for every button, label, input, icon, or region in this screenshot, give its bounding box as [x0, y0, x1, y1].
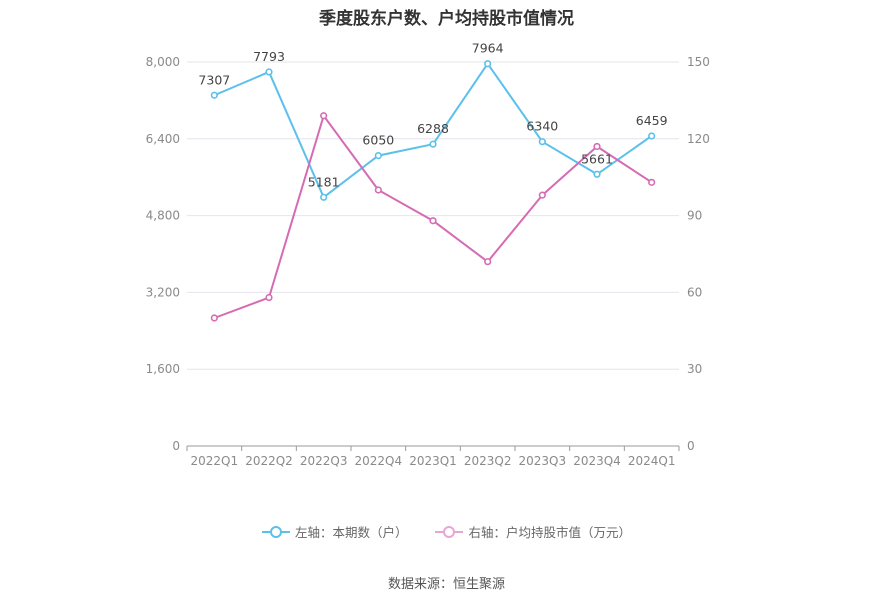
left-axis-tick-label: 8,000 [146, 55, 180, 69]
left-axis-tick-label: 6,400 [146, 132, 180, 146]
left-series-point [429, 140, 437, 148]
x-axis-tick-label: 2022Q3 [300, 454, 348, 468]
data-label: 6050 [362, 133, 394, 148]
data-label: 6288 [417, 121, 449, 136]
x-axis-tick-label: 2022Q2 [245, 454, 293, 468]
x-axis-tick-label: 2023Q2 [464, 454, 512, 468]
x-axis-tick-label: 2023Q4 [573, 454, 621, 468]
data-label: 7793 [253, 49, 285, 64]
right-series-point [484, 258, 492, 266]
left-series-point [593, 170, 601, 178]
left-series-point [648, 132, 656, 140]
x-axis-tick-label: 2024Q1 [628, 454, 676, 468]
left-axis-tick-label: 0 [172, 439, 180, 453]
right-axis-tick-label: 150 [687, 55, 710, 69]
x-axis-tick-label: 2023Q1 [409, 454, 457, 468]
left-series-point [320, 193, 328, 201]
right-axis-tick-label: 30 [687, 362, 702, 376]
legend-swatch-left [261, 525, 290, 538]
left-axis-tick-label: 1,600 [146, 362, 180, 376]
data-label: 6459 [636, 113, 668, 128]
data-label: 7307 [198, 72, 230, 87]
legend-label-right: 右轴：户均持股市值（万元） [468, 525, 631, 540]
right-series-point [320, 112, 328, 120]
data-label: 6340 [526, 119, 558, 134]
right-series-point [210, 314, 218, 322]
gridlines [187, 61, 679, 370]
left-series-point [484, 60, 492, 68]
right-axis-tick-label: 120 [687, 132, 710, 146]
legend-item-right-series[interactable]: 右轴：户均持股市值（万元） [435, 522, 631, 541]
x-axis-tick-label: 2022Q4 [355, 454, 403, 468]
left-axis-tick-label: 3,200 [146, 285, 180, 299]
legend: 左轴：本期数（户） 右轴：户均持股市值（万元） [0, 522, 893, 541]
left-series-point [265, 68, 273, 76]
data-label: 5661 [581, 151, 613, 166]
right-axis-tick-label: 90 [687, 209, 702, 223]
data-labels: 7307 7793 5181 6050 6288 7964 6340 5661 6459 [198, 41, 667, 190]
series [210, 60, 656, 322]
right-series-point [538, 191, 546, 199]
left-axis-tick-label: 4,800 [146, 209, 180, 223]
left-series-point [210, 91, 218, 99]
right-series-point [265, 293, 273, 302]
right-series-point [648, 178, 656, 186]
data-label: 5181 [308, 174, 340, 189]
right-series-point [374, 186, 382, 194]
right-axis-tick-label: 0 [687, 439, 695, 453]
x-axis-tick-label: 2023Q3 [519, 454, 567, 468]
data-label: 7964 [472, 41, 504, 56]
left-series-point [374, 152, 382, 160]
legend-label-left: 左轴：本期数（户） [294, 525, 408, 540]
right-axis-tick-label: 60 [687, 285, 702, 299]
axes: 0 0 1,600 30 3,200 60 4,800 90 6,400 120 8,000 150 2… [146, 55, 710, 468]
chart-title: 季度股东户数、户均持股市值情况 [319, 9, 574, 29]
data-source: 数据来源：恒生聚源 [387, 577, 505, 592]
x-axis-tick-label: 2022Q1 [191, 454, 239, 468]
legend-item-left-series[interactable]: 左轴：本期数（户） [261, 522, 408, 541]
right-series-point [429, 217, 437, 225]
left-series-point [538, 138, 546, 146]
legend-swatch-right [435, 525, 464, 538]
right-series-point [593, 142, 601, 151]
line-chart: 0 0 1,600 30 3,200 60 4,800 90 6,400 120 8,000 150 2… [146, 41, 710, 468]
